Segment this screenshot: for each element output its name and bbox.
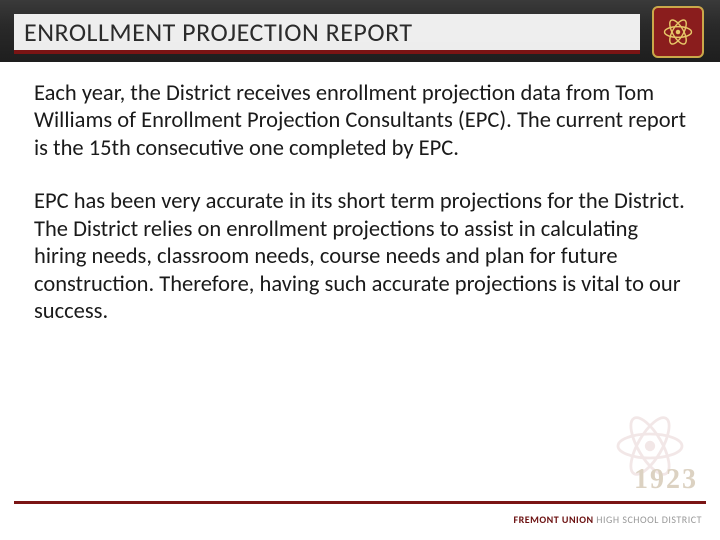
body-text-area: Each year, the District receives enrollm… (34, 80, 686, 352)
paragraph: Each year, the District receives enrollm… (34, 80, 686, 162)
founding-year: 1923 (634, 464, 698, 496)
footer-brand: FREMONT UNION HIGH SCHOOL DISTRICT (514, 513, 702, 526)
footer-brand-primary: FREMONT UNION (514, 513, 594, 526)
header-title-bar: ENROLLMENT PROJECTION REPORT (14, 14, 640, 54)
paragraph: EPC has been very accurate in its short … (34, 188, 686, 325)
slide: ENROLLMENT PROJECTION REPORT Each year, … (0, 0, 720, 540)
page-title: ENROLLMENT PROJECTION REPORT (24, 16, 413, 48)
atom-icon (660, 14, 696, 50)
district-logo-badge (652, 6, 704, 58)
footer-brand-secondary: HIGH SCHOOL DISTRICT (594, 513, 702, 526)
footer-divider (14, 501, 706, 504)
